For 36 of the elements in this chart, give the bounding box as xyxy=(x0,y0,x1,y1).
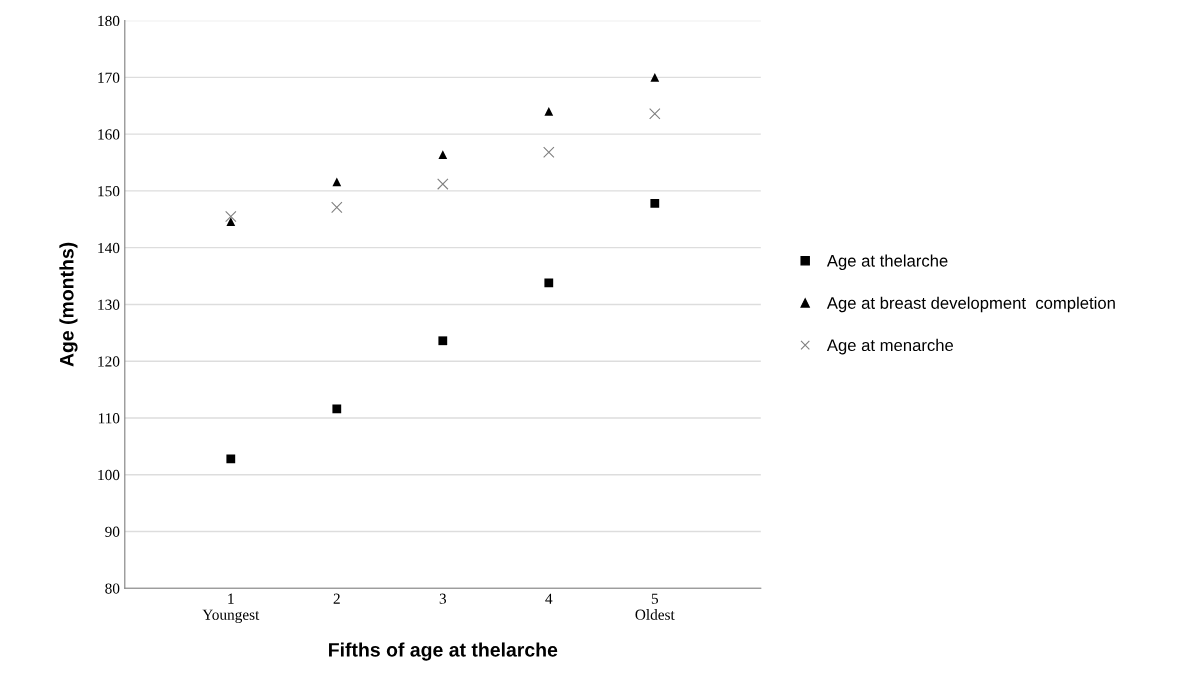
y-tick-label: 180 xyxy=(98,15,120,27)
point xyxy=(649,108,661,120)
y-tick-label: 170 xyxy=(98,72,120,83)
legend-label: Age at menarche xyxy=(826,338,954,355)
y-tick-label: 150 xyxy=(98,186,120,197)
y-tick-label: 120 xyxy=(98,356,120,367)
x-axis-title: Fifths of age at thelarche xyxy=(329,642,558,661)
point xyxy=(437,178,449,190)
x-tick-label: 3 xyxy=(439,593,447,604)
point xyxy=(331,201,343,214)
x-tick-label: 2 xyxy=(333,593,340,604)
y-tick-label: 90 xyxy=(105,526,120,537)
point xyxy=(438,336,448,346)
legend-label: Age at breast development completion xyxy=(826,296,1115,313)
point xyxy=(650,199,660,208)
point xyxy=(225,210,237,223)
point xyxy=(332,404,342,414)
y-tick-label: 100 xyxy=(98,469,120,481)
x-tick-label: 5 Oldest xyxy=(635,593,675,620)
point xyxy=(543,146,555,159)
y-tick-label: 160 xyxy=(98,129,120,140)
y-axis-title: Age (months) xyxy=(59,242,78,367)
point xyxy=(226,217,236,226)
y-tick-label: 140 xyxy=(98,242,120,254)
point xyxy=(544,107,554,116)
point xyxy=(226,454,236,464)
point xyxy=(544,278,554,288)
y-tick-label: 130 xyxy=(98,299,120,310)
y-tick-label: 110 xyxy=(98,413,120,424)
x-tick-label: 4 xyxy=(545,593,553,604)
y-tick-label: 80 xyxy=(105,583,120,594)
x-tick-label: 1 Youngest xyxy=(202,593,260,623)
point xyxy=(650,73,660,82)
point xyxy=(438,150,448,159)
legend-label: Age at thelarche xyxy=(826,254,948,271)
point xyxy=(332,177,342,187)
